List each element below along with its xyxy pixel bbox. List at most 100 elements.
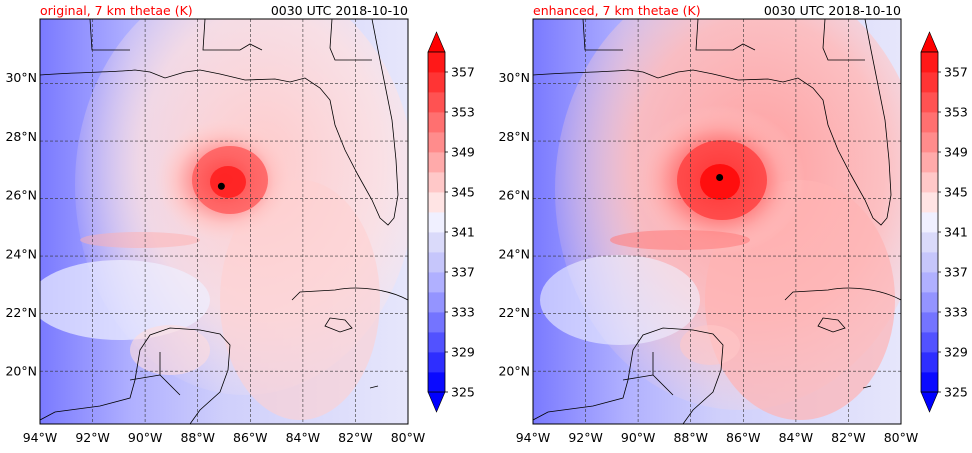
coastlines-original [40,19,408,424]
colorbar-under-extend [920,391,939,413]
colorbar-tick-label: 349 [451,145,475,160]
colorbar-segment [921,212,938,233]
colorbar-tick-label: 357 [944,65,968,80]
colorbar-segment [921,292,938,313]
lon-tick-label: 88°W [180,430,215,445]
lon-tick-label: 86°W [233,430,268,445]
colorbar-tick-label: 341 [451,225,475,240]
gridlines-enhanced [533,19,901,424]
lat-tick-label: 30°N [498,70,530,85]
lat-tick-label: 22°N [498,305,530,320]
gridlines-original [40,19,408,424]
colorbar-segment [921,172,938,193]
lon-tick-label: 84°W [779,430,814,445]
colorbar-tick-label: 345 [451,185,475,200]
colorbar-segment [921,272,938,293]
colorbar-segment [921,192,938,213]
lon-tick-label: 92°W [75,430,110,445]
lat-tick-label: 26°N [498,188,530,203]
colorbar-segment [921,372,938,393]
colorbar-original: 325 329 333 337 341 345 349 353 357 [427,31,475,413]
colorbar-tick-label: 337 [451,265,475,280]
lon-tick-labels: 94°W 92°W 90°W 88°W 86°W 84°W 82°W 80°W [516,430,919,445]
lon-tick-label: 80°W [391,430,426,445]
colorbar-over-extend [920,31,939,53]
colorbar-segment [921,72,938,93]
colorbar-segment [428,352,445,373]
storm-center-marker [217,182,225,190]
colorbar-segment [921,352,938,373]
lon-tick-label: 86°W [726,430,761,445]
colorbar-segment [428,52,445,73]
colorbar-segment [428,192,445,213]
colorbar-tick-label: 333 [944,305,968,320]
colorbar-tick-label: 329 [944,345,968,360]
thetae-field-original [40,19,408,424]
panel-original: original, 7 km thetae (K) 0030 UTC 2018-… [5,3,426,445]
coastlines-enhanced [533,19,901,424]
lon-tick-label: 94°W [516,430,551,445]
colorbar-segment [921,252,938,273]
lat-tick-label: 24°N [5,246,37,261]
lon-tick-label: 82°W [338,430,373,445]
colorbar-tick-label: 325 [451,385,475,400]
colorbar-segment [428,232,445,253]
panel-title-right: 0030 UTC 2018-10-10 [764,3,901,18]
panel-title-left: enhanced, 7 km thetae (K) [533,3,701,18]
colorbar-segment [921,232,938,253]
lat-tick-label: 30°N [5,70,37,85]
lat-tick-label: 24°N [498,246,530,261]
lon-tick-label: 90°W [621,430,656,445]
colorbar-tick-label: 325 [944,385,968,400]
colorbar-under-extend [427,391,446,413]
colorbar-tick-label: 341 [944,225,968,240]
map-frame [532,18,902,425]
colorbar-over-extend [427,31,446,53]
colorbar-segment [921,132,938,153]
colorbar-tick-label: 333 [451,305,475,320]
lat-tick-label: 28°N [5,129,37,144]
lon-tick-labels: 94°W 92°W 90°W 88°W 86°W 84°W 82°W 80°W [23,430,426,445]
colorbar-enhanced: 325 329 333 337 341 345 349 353 357 [920,31,968,413]
storm-center-marker [716,173,724,181]
colorbar-tick-label: 353 [451,105,475,120]
lon-tick-label: 90°W [128,430,163,445]
lat-tick-labels: 20°N 22°N 24°N 26°N 28°N 30°N [498,70,530,378]
colorbar-segment [428,272,445,293]
panel-title-left: original, 7 km thetae (K) [40,3,193,18]
colorbar-tick-label: 345 [944,185,968,200]
colorbar-segment [428,132,445,153]
colorbar-frame [920,51,939,393]
panel-title-right: 0030 UTC 2018-10-10 [271,3,408,18]
colorbar-segment [428,112,445,133]
map-frame [39,18,409,425]
colorbar-segment [428,252,445,273]
colorbar-segment [428,292,445,313]
lat-tick-label: 26°N [5,188,37,203]
colorbar-tick-label: 357 [451,65,475,80]
colorbar-tick-label: 337 [944,265,968,280]
colorbar-segment [428,312,445,333]
colorbar-segment [428,72,445,93]
lat-tick-label: 20°N [498,364,530,379]
colorbar-segment [428,92,445,113]
lon-tick-label: 88°W [673,430,708,445]
colorbar-segment [921,332,938,353]
lon-tick-label: 82°W [831,430,866,445]
lon-tick-label: 94°W [23,430,58,445]
colorbar-segment [428,332,445,353]
lon-tick-label: 84°W [286,430,321,445]
lat-tick-label: 22°N [5,305,37,320]
colorbar-segment [921,112,938,133]
colorbar-segment [921,312,938,333]
lon-tick-label: 80°W [884,430,919,445]
panel-enhanced: enhanced, 7 km thetae (K) 0030 UTC 2018-… [498,3,919,445]
colorbar-segment [428,172,445,193]
colorbar-tick-label: 349 [944,145,968,160]
colorbar-segment [428,212,445,233]
lat-tick-label: 20°N [5,364,37,379]
colorbar-frame [427,51,446,393]
colorbar-segment [428,152,445,173]
colorbar-tick-label: 353 [944,105,968,120]
